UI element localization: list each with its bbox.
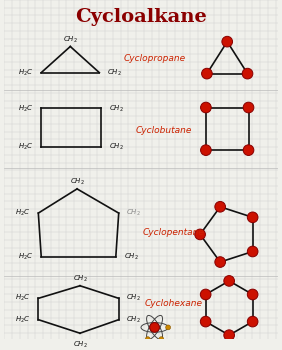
Circle shape [202, 68, 212, 79]
Text: Cycloalkane: Cycloalkane [75, 8, 207, 27]
Circle shape [215, 257, 226, 267]
Text: Cyclohexane: Cyclohexane [145, 299, 203, 308]
Circle shape [200, 316, 211, 327]
Circle shape [145, 337, 150, 342]
Text: $CH_2$: $CH_2$ [72, 340, 87, 350]
Circle shape [150, 323, 159, 332]
Circle shape [243, 145, 254, 155]
Circle shape [200, 289, 211, 300]
Circle shape [224, 275, 234, 286]
Circle shape [247, 289, 258, 300]
Text: Cyclobutane: Cyclobutane [136, 126, 192, 135]
Circle shape [247, 246, 258, 257]
Circle shape [201, 145, 211, 155]
Text: $CH_2$: $CH_2$ [124, 252, 138, 262]
Text: $CH_2$: $CH_2$ [126, 315, 141, 325]
Text: $H_2C$: $H_2C$ [18, 252, 34, 262]
Circle shape [222, 36, 233, 47]
Text: $H_2C$: $H_2C$ [15, 208, 30, 218]
Circle shape [159, 337, 164, 342]
Text: $CH_2$: $CH_2$ [109, 142, 124, 152]
Text: $H_2C$: $H_2C$ [15, 315, 30, 325]
Circle shape [166, 325, 171, 330]
Text: $CH_2$: $CH_2$ [72, 274, 87, 284]
Circle shape [195, 229, 205, 240]
Circle shape [247, 212, 258, 223]
Text: $CH_2$: $CH_2$ [107, 68, 122, 78]
Text: $CH_2$: $CH_2$ [109, 103, 124, 114]
Text: $H_2C$: $H_2C$ [15, 293, 30, 303]
Text: $H_2C$: $H_2C$ [18, 142, 34, 152]
Circle shape [242, 68, 253, 79]
Text: $H_2C$: $H_2C$ [18, 68, 34, 78]
Text: $H_2C$: $H_2C$ [18, 103, 34, 114]
Text: Cyclopentane: Cyclopentane [143, 228, 205, 237]
Circle shape [201, 102, 211, 113]
Text: Cyclopropane: Cyclopropane [124, 54, 186, 63]
Text: $CH_2$: $CH_2$ [126, 208, 141, 218]
Circle shape [243, 102, 254, 113]
Text: $CH_2$: $CH_2$ [126, 293, 141, 303]
Circle shape [215, 202, 226, 212]
Text: $CH_2$: $CH_2$ [63, 35, 78, 45]
Text: $CH_2$: $CH_2$ [70, 177, 85, 187]
Circle shape [224, 330, 234, 341]
Circle shape [247, 316, 258, 327]
